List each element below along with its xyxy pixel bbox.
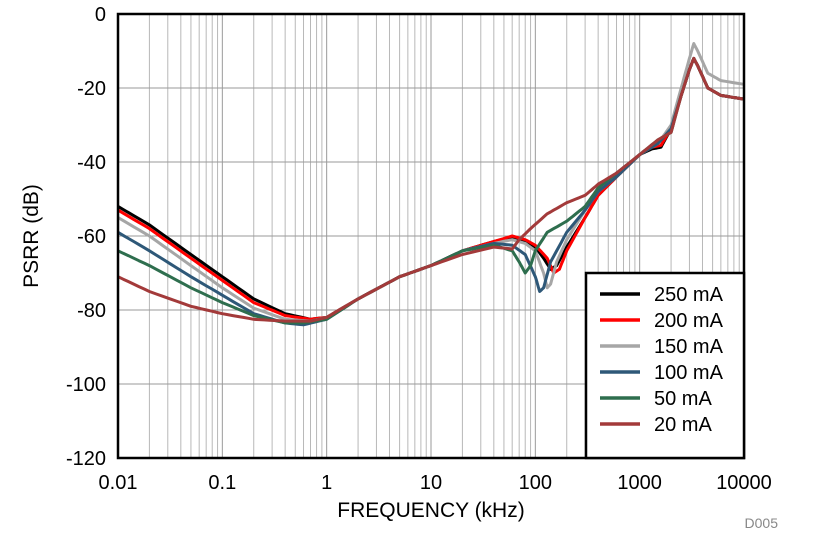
x-tick-label: 100 (519, 472, 552, 494)
x-tick-label: 1000 (617, 472, 662, 494)
legend-label: 20 mA (654, 414, 712, 436)
x-tick-label: 0.01 (99, 472, 138, 494)
y-tick-label: -40 (77, 152, 106, 174)
x-tick-label: 10000 (716, 472, 772, 494)
series-lines (117, 42, 745, 327)
legend-label: 150 mA (654, 336, 724, 358)
y-tick-label: 0 (95, 4, 106, 26)
x-tick-label: 0.1 (208, 472, 236, 494)
figure-id: D005 (745, 515, 779, 531)
y-tick-label: -60 (77, 226, 106, 248)
legend-label: 100 mA (654, 362, 724, 384)
x-tick-label: 1 (321, 472, 332, 494)
legend-label: 250 mA (654, 284, 724, 306)
legend-label: 200 mA (654, 310, 724, 332)
tick-labels: 0.01 0.1 1 10 100 1000 10000 0 -20 -40 -60 -80 -100 -… (66, 4, 772, 494)
y-tick-label: -100 (66, 374, 106, 396)
legend: 250 mA 200 mA 150 mA 100 mA 50 mA 20 mA (584, 271, 746, 460)
series-line-20-mA (117, 56, 745, 323)
y-tick-label: -120 (66, 448, 106, 470)
y-axis-title: PSRR (dB) (20, 184, 43, 288)
legend-box (584, 271, 746, 460)
plot-frame (116, 12, 746, 460)
y-tick-label: -20 (77, 78, 106, 100)
legend-label: 50 mA (654, 388, 712, 410)
x-tick-label: 10 (420, 472, 442, 494)
y-tick-label: -80 (77, 300, 106, 322)
x-axis-title: FREQUENCY (kHz) (337, 499, 524, 522)
